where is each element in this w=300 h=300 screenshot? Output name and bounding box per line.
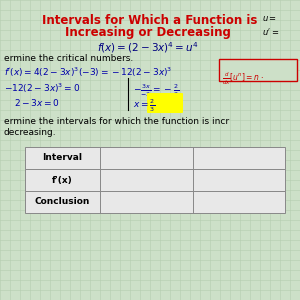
Text: Conclusion: Conclusion [35, 197, 90, 206]
Bar [25, 169, 285, 191]
Text: $-12(2-3x)^3 = 0$: $-12(2-3x)^3 = 0$ [4, 82, 80, 95]
Text: Interval: Interval [43, 154, 82, 163]
Text: Increasing or Decreasing: Increasing or Decreasing [65, 26, 231, 39]
Text: $f'(x) = 4(2-3x)^3(-3) = -12(2-3x)^3$: $f'(x) = 4(2-3x)^3(-3) = -12(2-3x)^3$ [4, 66, 172, 80]
Text: $u' =$: $u' =$ [262, 26, 279, 37]
Text: $f(x) = (2-3x)^4 = u^4$: $f(x) = (2-3x)^4 = u^4$ [97, 40, 199, 55]
Text: decreasing.: decreasing. [4, 128, 57, 137]
Text: ermine the critical numbers.: ermine the critical numbers. [4, 54, 133, 63]
Text: ermine the intervals for which the function is incr: ermine the intervals for which the funct… [4, 117, 229, 126]
FancyBboxPatch shape [219, 59, 297, 81]
FancyBboxPatch shape [147, 93, 183, 113]
Text: f'(x): f'(x) [52, 176, 73, 184]
Text: $-\frac{3x}{-3} = -\frac{2}{3}$: $-\frac{3x}{-3} = -\frac{2}{3}$ [133, 82, 179, 99]
Text: $2-3x = 0$: $2-3x = 0$ [14, 97, 60, 108]
Text: $\frac{d}{dx}[u^n] = n \cdot$: $\frac{d}{dx}[u^n] = n \cdot$ [222, 71, 264, 87]
Bar [25, 147, 285, 169]
Text: $x = \frac{2}{3}$: $x = \frac{2}{3}$ [133, 97, 156, 114]
Text: Intervals for Which a Function is: Intervals for Which a Function is [42, 14, 258, 27]
Text: $u =$: $u =$ [262, 14, 277, 23]
Bar [25, 191, 285, 213]
